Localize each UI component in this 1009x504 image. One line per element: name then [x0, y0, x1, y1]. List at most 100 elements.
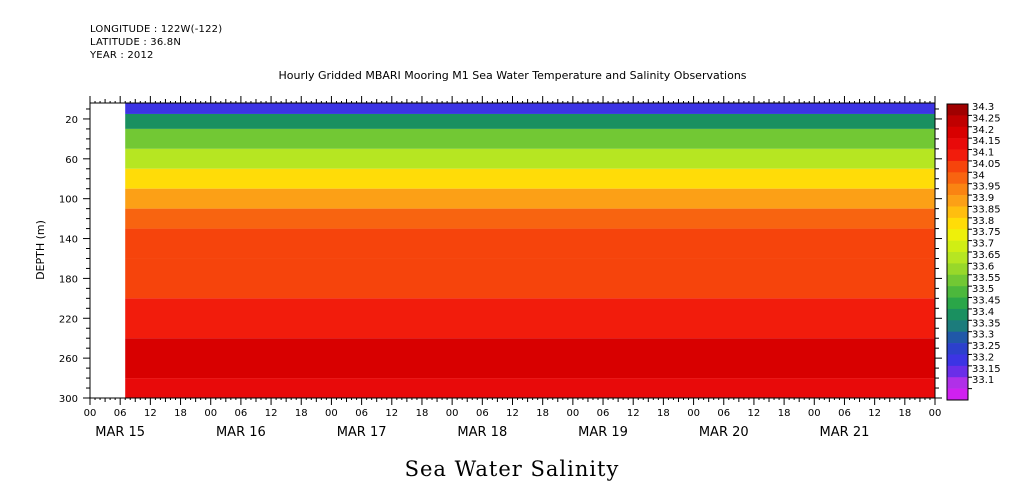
x-hour-label: 18	[416, 408, 429, 419]
x-date-label: MAR 21	[820, 425, 870, 440]
x-hour-label: 00	[687, 408, 700, 419]
colorbar-label: 34.1	[972, 148, 994, 159]
colorbar-swatch	[947, 286, 968, 298]
colorbar-swatch	[947, 160, 968, 173]
y-tick-label: 220	[59, 314, 78, 325]
colorbar-label: 34.3	[972, 102, 994, 113]
x-hour-label: 06	[717, 408, 730, 419]
colorbar-label: 33.45	[972, 296, 1001, 307]
colorbar-swatch	[947, 172, 968, 184]
colorbar-swatch	[947, 388, 968, 401]
x-hour-label: 06	[476, 408, 489, 419]
colorbar-label: 33.2	[972, 352, 994, 363]
longitude-label: LONGITUDE : 122W(-122)	[90, 24, 223, 35]
salinity-band	[125, 148, 935, 169]
y-tick-label: 300	[59, 394, 78, 405]
x-hour-label: 12	[385, 408, 398, 419]
x-date-label: MAR 18	[457, 425, 507, 440]
colorbar-label: 34.05	[972, 159, 1001, 170]
salinity-band	[125, 113, 935, 129]
colorbar-swatch	[947, 365, 968, 378]
x-date-label: MAR 15	[95, 425, 145, 440]
colorbar-swatch	[947, 229, 968, 241]
colorbar-swatch	[947, 183, 968, 196]
colorbar-swatch	[947, 331, 968, 344]
x-hour-label: 06	[838, 408, 851, 419]
salinity-band	[125, 208, 935, 229]
colorbar-label: 33.6	[972, 261, 994, 272]
x-hour-label: 18	[295, 408, 308, 419]
y-tick-label: 60	[65, 155, 78, 166]
colorbar-swatch	[947, 263, 968, 276]
colorbar-swatch	[947, 297, 968, 310]
colorbar-label: 34.2	[972, 125, 994, 136]
x-hour-label: 06	[597, 408, 610, 419]
y-axis-label: DEPTH (m)	[34, 220, 47, 280]
colorbar-swatch	[947, 320, 968, 332]
salinity-band	[125, 128, 935, 149]
x-date-label: MAR 17	[337, 425, 387, 440]
salinity-band	[125, 378, 935, 398]
colorbar-swatch	[947, 126, 968, 139]
latitude-label: LATITUDE : 36.8N	[90, 37, 182, 48]
x-hour-label: 00	[204, 408, 217, 419]
year-label: YEAR : 2012	[90, 50, 154, 61]
salinity-band	[125, 298, 935, 339]
colorbar-label: 33.7	[972, 239, 994, 250]
x-hour-label: 12	[868, 408, 881, 419]
x-date-label: MAR 19	[578, 425, 628, 440]
salinity-band	[125, 338, 935, 379]
colorbar-label: 33.75	[972, 227, 1001, 238]
colorbar-label: 33.3	[972, 330, 994, 341]
x-hour-label: 00	[84, 408, 97, 419]
colorbar-label: 33.15	[972, 364, 1001, 375]
colorbar-swatch	[947, 343, 968, 355]
y-axis: 20 60 100 140 180 220 260 300	[59, 108, 942, 405]
colorbar-swatch	[947, 195, 968, 207]
y-tick-label: 100	[59, 195, 78, 206]
colorbar-swatch	[947, 149, 968, 162]
chart-title: Hourly Gridded MBARI Mooring M1 Sea Wate…	[278, 69, 747, 82]
x-hour-label: 18	[174, 408, 187, 419]
colorbar-label: 33.8	[972, 216, 994, 227]
y-tick-label: 260	[59, 354, 78, 365]
colorbar-label: 33.55	[972, 273, 1001, 284]
colorbar-label: 34.15	[972, 136, 1001, 147]
x-hour-label: 06	[235, 408, 248, 419]
colorbar-swatch	[947, 104, 968, 116]
salinity-band	[125, 258, 935, 299]
colorbar-label: 33.85	[972, 204, 1001, 215]
chart-caption: Sea Water Salinity	[405, 457, 620, 481]
colorbar-label: 33.25	[972, 341, 1001, 352]
x-hour-label: 18	[657, 408, 670, 419]
x-date-label: MAR 20	[699, 425, 749, 440]
x-hour-label: 00	[446, 408, 459, 419]
x-hour-label: 00	[325, 408, 338, 419]
colorbar-label: 33.1	[972, 375, 994, 386]
y-tick-label: 20	[65, 115, 78, 126]
colorbar-swatch	[947, 206, 968, 219]
y-tick-label: 180	[59, 274, 78, 285]
x-hour-label: 18	[898, 408, 911, 419]
colorbar-label: 34.25	[972, 113, 1001, 124]
salinity-band	[125, 228, 935, 259]
colorbar-swatch	[947, 115, 968, 128]
x-hour-label: 18	[536, 408, 549, 419]
x-hour-label: 06	[355, 408, 368, 419]
colorbar-label: 33.65	[972, 250, 1001, 261]
colorbar-label: 33.5	[972, 284, 994, 295]
x-date-label: MAR 16	[216, 425, 266, 440]
colorbar-label: 33.35	[972, 318, 1001, 329]
x-hour-label: 12	[627, 408, 640, 419]
x-hour-label: 00	[566, 408, 579, 419]
salinity-band	[125, 188, 935, 209]
x-hour-label: 12	[748, 408, 761, 419]
colorbar-swatch	[947, 217, 968, 230]
colorbar-label: 33.95	[972, 182, 1001, 193]
x-hour-label: 12	[144, 408, 157, 419]
colorbar-swatch	[947, 240, 968, 253]
salinity-band	[125, 168, 935, 189]
colorbar-swatch	[947, 138, 968, 150]
colorbar-swatch	[947, 354, 968, 367]
